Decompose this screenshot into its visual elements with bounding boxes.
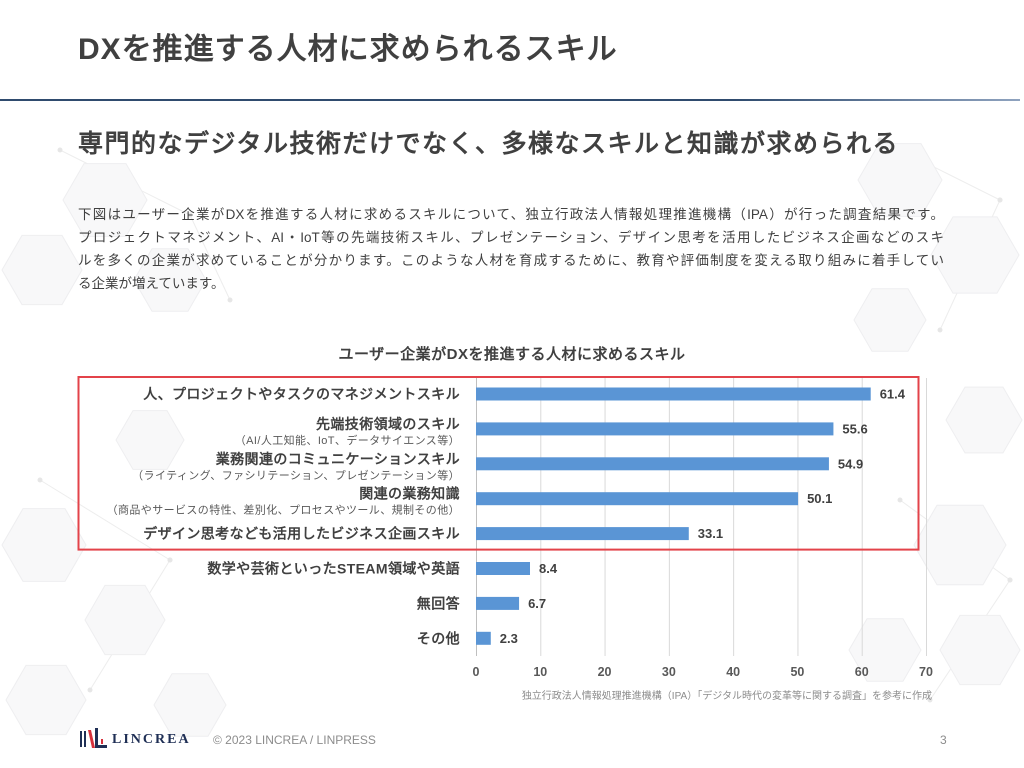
intro-line: 下図はユーザー企業がDXを推進する人材に求めるスキルについて、独立行政法人情報処… [78,207,944,222]
background-dot [87,687,93,693]
x-tick-label: 20 [598,665,612,679]
category-label: 先端技術領域のスキル [316,416,460,432]
background-hexagon [133,248,207,312]
background-link [39,479,171,561]
background-hexagon [857,143,943,217]
background-hexagon [945,386,1023,454]
bar [476,562,530,575]
chart-title: ユーザー企業がDXを推進する人材に求めるスキル [338,346,686,363]
logo-stripe [84,731,86,747]
value-label: 33.1 [698,526,723,541]
value-label: 54.9 [838,456,863,471]
background-hexagon [930,216,1020,294]
background-dot [1007,577,1013,583]
intro-line: ルを多くの企業が求めていることが分かります。このような人材を育成するために、教育… [78,253,944,268]
background-hexagon [939,614,1021,686]
background-hexagon [913,504,1007,586]
bar [476,422,834,436]
bar [476,596,520,610]
background-link [189,214,231,301]
logo-text: LINCREA [112,732,191,747]
background-hexagon [115,410,185,470]
category-label: デザイン思考なども活用したビジネス企画スキル [143,526,460,542]
bar [476,631,491,645]
bar [476,527,689,541]
category-label: 業務関連のコミュニケーションスキル [215,451,460,467]
category-label: 人、プロジェクトやタスクのマネジメントスキル [143,386,460,402]
x-tick-label: 40 [726,665,740,679]
background-hexagon [1,234,83,306]
background-hexagon [848,618,922,682]
logo-stripe [80,731,82,747]
x-tick-label: 10 [533,665,547,679]
x-tick-label: 30 [662,665,676,679]
background-hexagon [153,673,227,737]
bar [476,492,799,506]
highlight-box [77,376,920,551]
category-note: （商品やサービスの特性、差別化、プロセスやツール、規制その他） [107,503,460,517]
background-dot [57,147,63,153]
bar [476,387,871,401]
background-dot [997,197,1003,203]
bar [476,457,829,471]
copyright-text: © 2023 LINCREA / LINPRESS [213,733,376,747]
background-hexagon [84,584,166,656]
x-tick-label: 50 [790,665,804,679]
page-number: 3 [940,733,947,747]
background-dot [927,697,933,703]
background-dot [877,137,883,143]
background-dot [167,557,173,563]
intro-line: プロジェクトマネジメント、AI・IoT等の先端技術スキル、プレゼンテーション、デ… [78,230,944,245]
category-label: 無回答 [417,595,461,611]
category-note: （ライティング、ファシリテーション、プレゼンテーション等） [132,468,460,482]
background-hexagon [1,508,87,582]
background-hexagon [5,664,87,736]
background-dot [227,297,233,303]
background-hexagon [62,163,148,237]
x-tick-label: 70 [919,665,933,679]
background-dot [897,497,903,503]
value-label: 50.1 [807,491,832,506]
intro-paragraph: 下図はユーザー企業がDXを推進する人材に求めるスキルについて、独立行政法人情報処… [78,203,944,295]
logo-stripe [95,728,98,747]
background-hexagon [853,288,927,352]
category-label: その他 [417,630,460,646]
background-dot [187,212,193,218]
logo-stripe [88,730,95,748]
value-label: 55.6 [842,421,867,436]
value-label: 2.3 [500,631,518,646]
slide-title: DXを推進する人材に求められるスキル [78,33,618,66]
category-note: （AI/人工知能、IoT、データサイエンス等） [235,433,460,447]
value-label: 6.7 [528,596,546,611]
source-note: 独立行政法人情報処理推進機構（IPA）「デジタル時代の変革等に関する調査」を参考… [521,691,932,702]
value-label: 61.4 [880,387,906,402]
category-label: 関連の業務知識 [359,486,460,502]
logo-stripe [101,739,103,744]
lincrea-logo-icon [80,728,107,748]
x-tick-label: 60 [855,665,869,679]
background-dot [37,477,43,483]
title-divider [0,99,1020,101]
x-tick-label: 0 [473,665,480,679]
logo-stripe [95,745,107,748]
category-label: 数学や芸術といったSTEAM領域や英語 [207,561,460,577]
slide-subtitle: 専門的なデジタル技術だけでなく、多様なスキルと知識が求められる [78,130,900,158]
value-label: 8.4 [539,561,558,576]
intro-line: る企業が増えています。 [78,276,225,291]
background-dot [937,327,943,333]
